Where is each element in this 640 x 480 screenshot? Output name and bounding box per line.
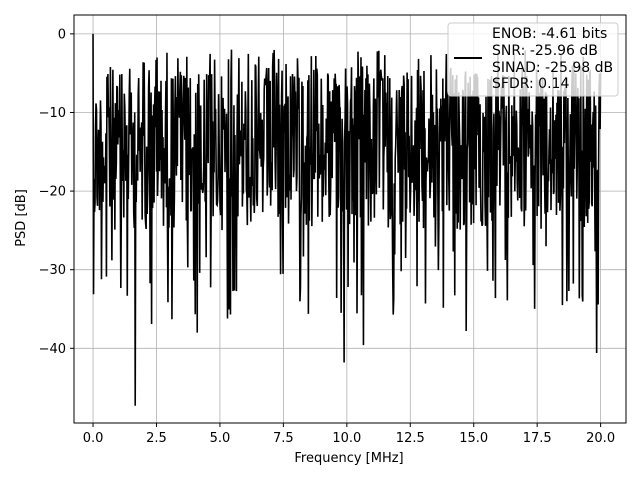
y-tick-label: −40 (39, 342, 66, 357)
x-axis-label: Frequency [MHz] (294, 451, 403, 466)
x-axis: 0.0 2.5 5.0 7.5 10.0 12.5 15.0 17.5 20.0 (83, 423, 615, 446)
x-tick-label: 15.0 (459, 431, 488, 446)
legend-entry-snr: SNR: -25.96 dB (492, 43, 598, 59)
x-tick-label: 10.0 (332, 431, 361, 446)
x-tick-label: 12.5 (396, 431, 425, 446)
plot-frame (73, 14, 627, 424)
x-tick-label: 0.0 (83, 431, 104, 446)
y-tick-label: −10 (39, 106, 66, 121)
y-axis: 0 −10 −20 −30 −40 (39, 27, 74, 357)
y-tick-label: 0 (58, 27, 66, 42)
legend: ENOB: -4.61 bits SNR: -25.96 dB SINAD: -… (447, 22, 619, 97)
legend-entry-sfdr: SFDR: 0.14 (492, 76, 569, 92)
series-layer (92, 33, 602, 406)
x-tick-label: 2.5 (146, 431, 167, 446)
legend-box (447, 22, 619, 97)
y-axis-label: PSD [dB] (14, 189, 29, 247)
x-tick-label: 20.0 (586, 431, 615, 446)
x-tick-label: 17.5 (523, 431, 552, 446)
y-tick-label: −30 (39, 263, 66, 278)
x-tick-label: 7.5 (273, 431, 294, 446)
x-tick-label: 5.0 (210, 431, 231, 446)
y-tick-label: −20 (39, 185, 66, 200)
psd-series-line (92, 33, 602, 406)
legend-entry-sinad: SINAD: -25.98 dB (492, 60, 613, 76)
legend-entry-enob: ENOB: -4.61 bits (492, 26, 607, 42)
